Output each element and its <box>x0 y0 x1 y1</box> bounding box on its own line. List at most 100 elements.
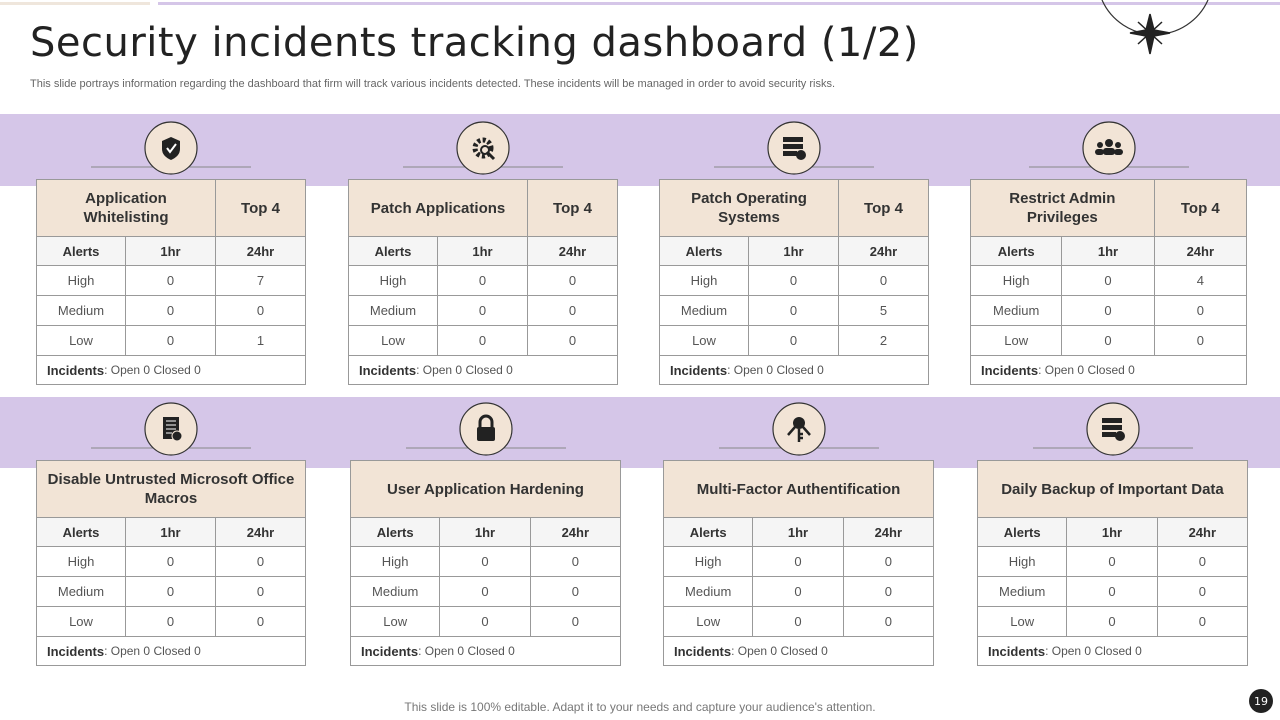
incidents-label: Incidents <box>361 643 419 659</box>
incidents: Incidents: Open 0 Closed 0 <box>36 636 306 666</box>
table-cell: 0 <box>215 576 306 607</box>
column-header: 1hr <box>1061 236 1155 266</box>
icon <box>405 402 566 456</box>
incidents: Incidents: Open 0 Closed 0 <box>970 355 1247 385</box>
incidents-label: Incidents <box>47 643 105 659</box>
table-cell: 7 <box>215 265 306 296</box>
table-cell: 0 <box>752 546 844 577</box>
column-header: Alerts <box>659 236 749 266</box>
incidents-text: : Open 0 Closed 0 <box>104 644 201 658</box>
incidents-label: Incidents <box>359 362 417 378</box>
column-header: Alerts <box>36 517 126 547</box>
table-cell: 0 <box>529 546 621 577</box>
panel-top: Top 4 <box>838 179 929 237</box>
incidents-label: Incidents <box>988 643 1046 659</box>
table-cell: Medium <box>970 295 1063 326</box>
table-cell: Medium <box>36 295 126 326</box>
column-header: 24hr <box>527 236 618 266</box>
incidents-text: : Open 0 Closed 0 <box>727 363 824 377</box>
panel-top: Top 4 <box>1153 179 1247 237</box>
incidents: Incidents: Open 0 Closed 0 <box>977 636 1248 666</box>
incidents: Incidents: Open 0 Closed 0 <box>348 355 618 385</box>
table-cell: 1 <box>215 325 306 356</box>
incidents: Incidents: Open 0 Closed 0 <box>659 355 929 385</box>
column-header: Alerts <box>970 236 1063 266</box>
incidents-text: : Open 0 Closed 0 <box>1045 644 1142 658</box>
column-header: Alerts <box>348 236 438 266</box>
table-cell: 0 <box>1156 546 1248 577</box>
table-cell: Medium <box>36 576 126 607</box>
panel-top: Top 4 <box>215 179 306 237</box>
table-cell: 0 <box>842 546 934 577</box>
panel-title: Restrict Admin Privileges <box>970 179 1155 237</box>
table-cell: 0 <box>1061 325 1155 356</box>
table-cell: High <box>659 265 749 296</box>
incidents: Incidents: Open 0 Closed 0 <box>350 636 621 666</box>
table-cell: 0 <box>842 606 934 637</box>
table-cell: 0 <box>1066 606 1158 637</box>
table-cell: Medium <box>659 295 749 326</box>
icon <box>718 402 879 456</box>
column-header: 1hr <box>1066 517 1158 547</box>
table-cell: Low <box>350 606 441 637</box>
incidents-label: Incidents <box>47 362 105 378</box>
panel-top: Top 4 <box>527 179 618 237</box>
table-cell: 0 <box>125 265 216 296</box>
table-cell: Medium <box>348 295 438 326</box>
table-cell: 0 <box>1061 295 1155 326</box>
table-cell: 0 <box>527 265 618 296</box>
table-cell: 0 <box>215 606 306 637</box>
table-cell: Low <box>348 325 438 356</box>
icon <box>1028 121 1189 175</box>
table-cell: 0 <box>439 576 531 607</box>
band <box>0 114 1280 186</box>
icon <box>1032 402 1193 456</box>
decor-line <box>158 2 1280 5</box>
column-header: 24hr <box>1156 517 1248 547</box>
column-header: 1hr <box>748 236 839 266</box>
panel-title: Patch Operating Systems <box>659 179 839 237</box>
table-cell: High <box>350 546 441 577</box>
table-cell: 0 <box>125 295 216 326</box>
table-cell: High <box>970 265 1063 296</box>
table-cell: Low <box>970 325 1063 356</box>
panel-title: Patch Applications <box>348 179 528 237</box>
table-cell: 0 <box>439 606 531 637</box>
table-cell: 0 <box>748 325 839 356</box>
table-cell: 0 <box>748 265 839 296</box>
column-header: Alerts <box>663 517 754 547</box>
band <box>0 397 1280 468</box>
table-cell: Low <box>663 606 754 637</box>
icon <box>91 121 251 175</box>
table-cell: 0 <box>439 546 531 577</box>
footer-note: This slide is 100% editable. Adapt it to… <box>404 700 876 714</box>
column-header: 1hr <box>439 517 531 547</box>
table-cell: 0 <box>437 295 528 326</box>
column-header: 1hr <box>125 517 216 547</box>
column-header: 24hr <box>529 517 621 547</box>
table-cell: High <box>348 265 438 296</box>
table-cell: 0 <box>752 606 844 637</box>
table-cell: Low <box>659 325 749 356</box>
incidents: Incidents: Open 0 Closed 0 <box>663 636 934 666</box>
table-cell: 0 <box>752 576 844 607</box>
table-cell: 0 <box>529 576 621 607</box>
icon <box>403 121 563 175</box>
table-cell: 0 <box>1156 576 1248 607</box>
table-cell: 4 <box>1153 265 1247 296</box>
column-header: Alerts <box>350 517 441 547</box>
column-header: 1hr <box>125 236 216 266</box>
table-cell: Low <box>977 606 1068 637</box>
table-cell: 0 <box>1066 576 1158 607</box>
table-cell: 0 <box>215 295 306 326</box>
panel-title: Daily Backup of Important Data <box>977 460 1248 518</box>
table-cell: Medium <box>663 576 754 607</box>
table-cell: 5 <box>838 295 929 326</box>
table-cell: 0 <box>842 576 934 607</box>
table-cell: Medium <box>350 576 441 607</box>
page-number: 19 <box>1249 689 1273 713</box>
icon <box>91 402 251 456</box>
incidents: Incidents: Open 0 Closed 0 <box>36 355 306 385</box>
table-cell: 0 <box>1153 325 1247 356</box>
